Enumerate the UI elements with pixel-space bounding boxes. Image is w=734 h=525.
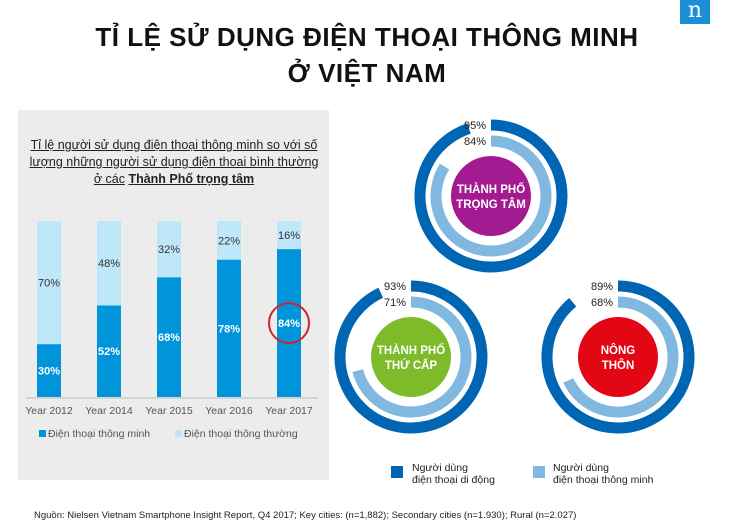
- bar-label-smartphone: 30%: [38, 366, 60, 378]
- ring-outer-value-label: 93%: [384, 281, 406, 293]
- bar-label-regular-phone: 16%: [278, 230, 300, 242]
- bar-chart-title-bold: Thành Phố trọng tâm: [128, 172, 255, 186]
- legend-swatch-regular-bar: [175, 430, 182, 437]
- ring-mobile-users: [414, 119, 568, 273]
- ring-smartphone-users: [352, 296, 472, 418]
- ring-inner-value-label: 71%: [384, 297, 406, 309]
- ring-center-disc: [578, 317, 658, 397]
- legend-smartphone-line1: Người dùng: [553, 462, 609, 474]
- bar-smartphone: [277, 249, 301, 397]
- ring-center-label-line2: THỨ CẤP: [385, 359, 438, 372]
- legend-mobile-line2: điện thoại di động: [412, 474, 495, 486]
- x-tick-label: Year 2015: [145, 405, 193, 417]
- ring-smartphone-users: [430, 135, 552, 257]
- bar-smartphone: [217, 259, 241, 397]
- bar-regular-phone: [37, 221, 61, 345]
- bar-label-regular-phone: 48%: [98, 258, 120, 270]
- ring-charts: THÀNH PHỐ TRỌNG TÂM 95% 84% THÀNH PHỐ THỨ CẤP…: [334, 119, 695, 434]
- bar-label-regular-phone: 32%: [158, 244, 180, 256]
- x-tick-label: Year 2014: [85, 405, 133, 417]
- bar-label-smartphone: 52%: [98, 346, 120, 358]
- stacked-bar-chart: 30% 70% Year 2012 52% 48% Year 2014 68% 32% Year…: [25, 221, 318, 440]
- bar-chart-title-text: Tỉ lệ người sử dụng điện thoại thông min…: [29, 138, 319, 186]
- source-note: Nguồn: Nielsen Vietnam Smartphone Insigh…: [34, 510, 577, 521]
- ring-inner-value-label: 84%: [464, 136, 486, 148]
- legend-mobile-line1: Người dùng: [412, 462, 468, 474]
- bar-regular-phone: [97, 221, 121, 306]
- page-title-line1: TỈ LỆ SỬ DỤNG ĐIỆN THOẠI THÔNG MINH: [95, 22, 639, 52]
- legend-swatch-smartphone-bar: [39, 430, 46, 437]
- bar-regular-phone: [157, 221, 181, 278]
- ring-mobile-users: [334, 280, 488, 434]
- bar-smartphone: [37, 344, 61, 397]
- ring-center-label-line2: TRỌNG TÂM: [456, 198, 526, 211]
- bar-label-regular-phone: 70%: [38, 278, 60, 290]
- ring-outer-value-label: 95%: [464, 120, 486, 132]
- legend-mobile-label: Người dùng điện thoại di động: [412, 462, 495, 486]
- bar-chart-title: Tỉ lệ người sử dụng điện thoại thông min…: [24, 137, 324, 188]
- bar-regular-phone: [217, 221, 241, 260]
- bar-smartphone: [157, 277, 181, 397]
- bar-regular-phone: [277, 221, 301, 250]
- ring-center-disc: [371, 317, 451, 397]
- ring-center-label-line1: THÀNH PHỐ: [377, 343, 445, 357]
- page-title-line2: Ở VIỆT NAM: [287, 58, 447, 88]
- ring-outer-value-label: 89%: [591, 281, 613, 293]
- legend-swatch-mobile: [391, 466, 403, 478]
- nielsen-logo-icon: n: [680, 0, 710, 24]
- ring-center-label-line1: THÀNH PHỐ: [457, 182, 525, 196]
- legend-regular-bar-label: Điện thoại thông thường: [184, 428, 298, 440]
- bar-label-smartphone: 84%: [278, 318, 300, 330]
- highlight-circle: [268, 302, 310, 345]
- x-tick-label: Year 2017: [265, 405, 313, 417]
- ring-center-label-line1: NÔNG: [601, 344, 636, 357]
- x-tick-label: Year 2012: [25, 405, 73, 417]
- ring-center-label-line2: THÔN: [602, 359, 635, 372]
- bar-label-smartphone: 68%: [158, 332, 180, 344]
- legend-smartphone-label: Người dùng điện thoại thông minh: [553, 462, 653, 486]
- bar-label-smartphone: 78%: [218, 323, 240, 335]
- legend-smartphone-line2: điện thoại thông minh: [553, 474, 654, 486]
- ring-inner-value-label: 68%: [591, 297, 613, 309]
- bar-smartphone: [97, 305, 121, 397]
- x-tick-label: Year 2016: [205, 405, 253, 417]
- bar-label-regular-phone: 22%: [218, 235, 240, 247]
- ring-center-disc: [451, 156, 531, 236]
- legend-smartphone-bar-label: Điện thoại thông minh: [48, 428, 150, 440]
- ring-smartphone-users: [563, 296, 679, 418]
- legend-swatch-smartphone: [533, 466, 545, 478]
- ring-mobile-users: [541, 280, 695, 434]
